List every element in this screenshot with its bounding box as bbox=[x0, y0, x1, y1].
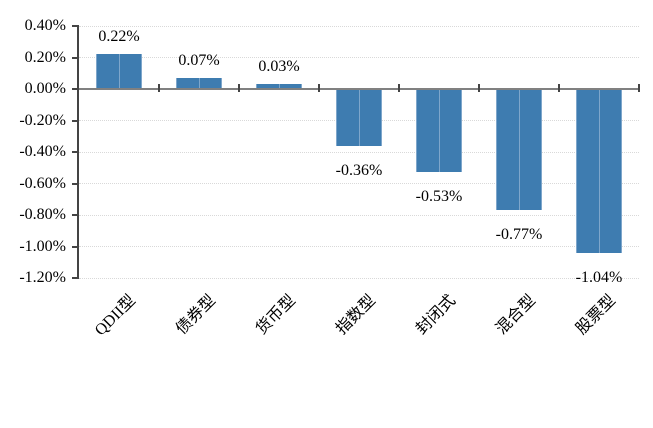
bar-center-line bbox=[199, 77, 200, 89]
category-label: QDII型 bbox=[91, 292, 140, 340]
gridline bbox=[79, 57, 639, 58]
y-axis-tick-label: 0.40% bbox=[24, 17, 66, 34]
y-axis-tick-label: 0.20% bbox=[24, 48, 66, 66]
category-label: 股票型 bbox=[573, 292, 620, 338]
y-axis-tick bbox=[72, 119, 79, 122]
bar-center-line bbox=[599, 90, 600, 253]
bar bbox=[336, 90, 382, 146]
category-label: 债券型 bbox=[173, 292, 220, 338]
bar-center-line bbox=[119, 54, 120, 89]
category-label: 货币型 bbox=[253, 292, 300, 338]
category-label: 指数型 bbox=[333, 292, 380, 338]
y-axis-tick-label: -1.00% bbox=[19, 237, 66, 255]
y-axis-tick-label: -0.60% bbox=[19, 174, 66, 192]
category-axis-tick bbox=[558, 84, 560, 92]
y-axis-line bbox=[77, 26, 79, 278]
category-axis-tick bbox=[318, 84, 320, 92]
bar bbox=[256, 84, 302, 89]
y-axis-tick bbox=[72, 25, 79, 27]
y-axis-tick bbox=[72, 151, 79, 153]
bar bbox=[416, 90, 462, 173]
bar-value-label: -1.04% bbox=[575, 268, 623, 286]
bar-center-line bbox=[519, 90, 520, 211]
category-axis-tick bbox=[238, 84, 240, 92]
category-axis-tick bbox=[398, 84, 400, 92]
gridline bbox=[79, 183, 639, 184]
bar-center-line bbox=[279, 84, 280, 89]
y-axis-tick bbox=[72, 88, 79, 90]
gridline bbox=[79, 25, 639, 27]
y-axis-tick-label: -0.20% bbox=[19, 111, 66, 129]
gridline bbox=[79, 214, 639, 216]
bar-value-label: 0.22% bbox=[98, 28, 140, 46]
y-axis-tick bbox=[72, 56, 79, 59]
gridline bbox=[79, 277, 639, 279]
bar bbox=[176, 77, 222, 89]
bar-value-label: -0.36% bbox=[335, 161, 383, 179]
bar-center-line bbox=[439, 90, 440, 173]
bar bbox=[96, 54, 142, 89]
y-axis-tick-label: -0.80% bbox=[19, 206, 66, 223]
gridline bbox=[79, 151, 639, 153]
category-label: 封闭式 bbox=[413, 292, 460, 338]
bar bbox=[576, 90, 622, 253]
y-axis-tick bbox=[72, 245, 79, 248]
y-axis-tick-label: 0.00% bbox=[24, 80, 66, 97]
y-axis-tick-label: -1.20% bbox=[19, 269, 66, 286]
category-axis-tick bbox=[158, 84, 160, 92]
category-label: 混合型 bbox=[493, 292, 540, 338]
bar-center-line bbox=[359, 90, 360, 146]
category-axis-tick bbox=[638, 84, 640, 92]
y-axis-tick bbox=[72, 182, 79, 185]
category-axis-tick bbox=[478, 84, 480, 92]
bar bbox=[496, 90, 542, 211]
bar-value-label: 0.03% bbox=[258, 58, 300, 76]
bar-value-label: 0.07% bbox=[178, 51, 220, 69]
zero-axis-line bbox=[79, 88, 639, 90]
bar-value-label: -0.53% bbox=[415, 188, 463, 206]
y-axis-tick bbox=[72, 214, 79, 216]
y-axis-tick bbox=[72, 277, 79, 279]
gridline bbox=[79, 246, 639, 247]
bar-value-label: -0.77% bbox=[495, 226, 543, 244]
y-axis-tick-label: -0.40% bbox=[19, 143, 66, 160]
